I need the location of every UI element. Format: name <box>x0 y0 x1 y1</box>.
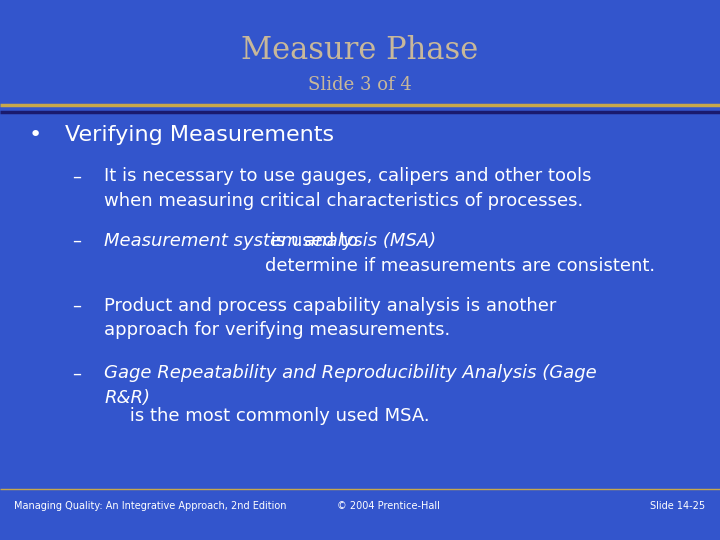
Text: is the most commonly used MSA.: is the most commonly used MSA. <box>124 407 429 424</box>
Text: –: – <box>72 364 81 382</box>
Text: Measure Phase: Measure Phase <box>241 35 479 66</box>
Text: Product and process capability analysis is another
approach for verifying measur: Product and process capability analysis … <box>104 297 557 339</box>
Text: © 2004 Prentice-Hall: © 2004 Prentice-Hall <box>338 501 440 511</box>
Text: •: • <box>29 125 42 145</box>
Text: –: – <box>72 297 81 315</box>
Text: –: – <box>72 167 81 185</box>
Text: Measurement system analysis (MSA): Measurement system analysis (MSA) <box>104 232 436 250</box>
Text: is used to
determine if measurements are consistent.: is used to determine if measurements are… <box>265 232 655 274</box>
Text: Verifying Measurements: Verifying Measurements <box>65 125 334 145</box>
Text: Managing Quality: An Integrative Approach, 2nd Edition: Managing Quality: An Integrative Approac… <box>14 501 287 511</box>
Text: –: – <box>72 232 81 250</box>
Text: It is necessary to use gauges, calipers and other tools
when measuring critical : It is necessary to use gauges, calipers … <box>104 167 592 210</box>
Text: Slide 14-25: Slide 14-25 <box>650 501 706 511</box>
Text: Slide 3 of 4: Slide 3 of 4 <box>308 76 412 93</box>
Text: Gage Repeatability and Reproducibility Analysis (Gage
R&R): Gage Repeatability and Reproducibility A… <box>104 364 597 407</box>
